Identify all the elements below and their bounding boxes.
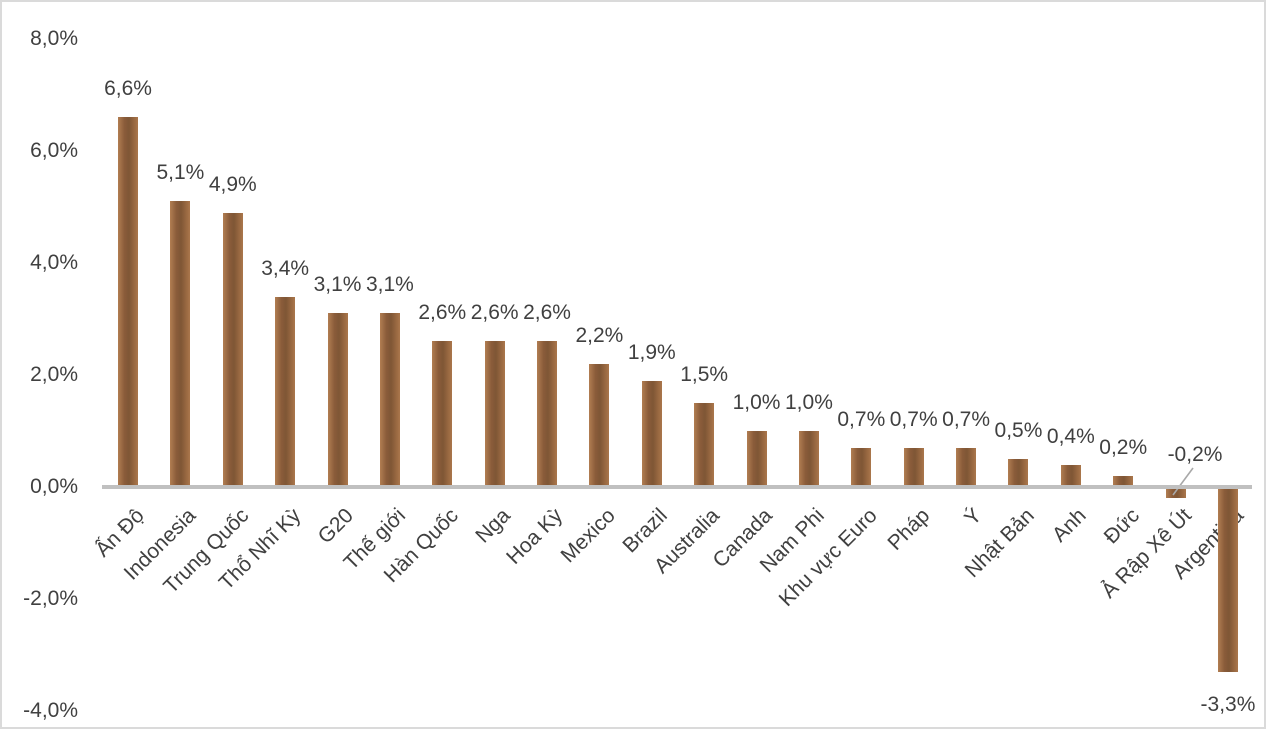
y-tick-label: 8,0% [30, 27, 78, 50]
category-label-Đức: Đức [1099, 504, 1144, 549]
bar-Hàn Quốc [432, 341, 453, 487]
value-label-Argentina: -3,3% [1200, 692, 1256, 716]
category-label-Anh: Anh [1048, 504, 1092, 547]
bar-Ấn Độ [118, 117, 138, 487]
value-label-Hoa Kỳ: 2,6% [523, 301, 571, 325]
bar-Anh [1060, 464, 1081, 487]
value-label-Nam Phi: 1,0% [785, 391, 833, 414]
value-label-Ấn Độ: 6,6% [104, 77, 152, 101]
y-tick-label: 6,0% [30, 139, 78, 162]
bar-Mexico [589, 363, 610, 487]
bar-Khu vực Euro [851, 447, 872, 487]
bar-Thổ Nhĩ Kỳ [275, 296, 296, 487]
y-tick-label: -2,0% [23, 587, 78, 610]
value-label-Trung Quốc: 4,9% [208, 172, 257, 196]
bar-Indonesia [170, 201, 191, 487]
value-label-Ý: 0,7% [942, 407, 991, 431]
bar-G20 [327, 313, 348, 487]
bar-Argentina [1217, 487, 1238, 672]
bar-Canada [746, 431, 767, 487]
y-tick-label: 0,0% [30, 475, 78, 498]
bar-Australia [694, 403, 715, 487]
category-label-Mexico: Mexico [556, 504, 620, 568]
value-label-Mexico: 2,2% [575, 323, 624, 347]
value-label-Hàn Quốc: 2,6% [418, 301, 467, 325]
value-label-Canada: 1,0% [732, 391, 781, 414]
bar-Brazil [641, 380, 662, 487]
bar-Nga [484, 341, 505, 487]
value-label-Nhật Bản: 0,5% [994, 419, 1043, 442]
axis-zero-line [102, 485, 1252, 489]
y-tick-label: -4,0% [23, 699, 78, 722]
bar-Thế giới [379, 313, 400, 487]
bar-Đức [1113, 475, 1134, 487]
value-label-Thế giới: 3,1% [365, 273, 414, 297]
value-label-Pháp: 0,7% [889, 407, 938, 431]
category-label-Pháp: Pháp [883, 504, 934, 555]
value-label-Indonesia: 5,1% [156, 161, 205, 185]
value-label-Brazil: 1,9% [627, 340, 676, 364]
bar-Ý [956, 447, 977, 487]
bar-Nhật Bản [1008, 459, 1029, 487]
category-label-Ý: Ý [960, 504, 987, 531]
value-label-Australia: 1,5% [680, 363, 729, 386]
y-tick-label: 2,0% [30, 363, 78, 386]
value-label-Đức: 0,2% [1099, 435, 1148, 459]
value-label-Anh: 0,4% [1046, 424, 1095, 448]
value-label-Ả Rập Xê Út: -0,2% [1167, 443, 1223, 466]
value-label-Khu vực Euro: 0,7% [837, 407, 886, 431]
category-label-Hoa Kỳ: Hoa Kỳ [502, 504, 568, 569]
value-label-G20: 3,1% [313, 273, 362, 297]
bar-Trung Quốc [222, 212, 243, 487]
value-label-Thổ Nhĩ Kỳ: 3,4% [261, 256, 310, 280]
category-label-Nga: Nga [471, 504, 515, 548]
y-tick-label: 4,0% [30, 251, 78, 274]
value-label-Nga: 2,6% [470, 301, 519, 325]
bar-Hoa Kỳ [537, 341, 558, 487]
bar-Nam Phi [798, 431, 819, 487]
bar-Pháp [903, 447, 924, 487]
category-label-G20: G20 [313, 504, 358, 549]
